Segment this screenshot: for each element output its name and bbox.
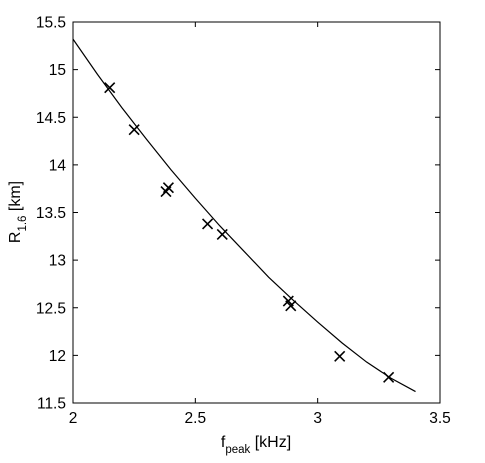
y-axis-label-sub: 1.6 [17,216,29,232]
x-axis-label: fpeak [kHz] [221,434,291,456]
tick-labels: 2 2.5 3 3.5 11.5 12 12.5 13 13.5 14 14.5 15 15.5 [36,15,451,428]
y-axis-label-base: R [7,232,24,244]
y-axis-label-unit: [km] [7,181,24,216]
y-tick-label: 13 [49,253,66,270]
y-tick-label: 14 [49,157,67,174]
axis-ticks [72,21,441,404]
x-tick-label: 2.5 [185,410,207,427]
y-tick-label: 11.5 [37,396,66,413]
data-point-marker [216,228,228,240]
x-tick-label: 3 [313,410,322,427]
data-point-marker [383,371,395,383]
data-markers [104,82,395,383]
x-axis-label-sub: peak [225,444,250,456]
y-tick-label: 15 [49,62,66,79]
y-tick-label: 14.5 [36,110,66,127]
data-point-marker [128,124,140,136]
data-point-marker [162,182,174,194]
data-point-marker [285,300,297,312]
x-axis-label-base: f [221,434,226,451]
y-tick-label: 12 [49,348,66,365]
data-point-marker [202,218,214,230]
x-tick-label: 3.5 [429,410,451,427]
y-tick-label: 13.5 [36,205,66,222]
y-tick-label: 12.5 [36,300,66,317]
plot-area-frame [72,21,441,404]
fit-curve [72,38,416,393]
x-axis-label-unit: [kHz] [250,434,291,451]
data-point-marker [334,350,346,362]
y-axis-label: R1.6 [km] [7,181,29,243]
x-tick-label: 2 [69,410,78,427]
data-point-marker [104,82,116,94]
y-tick-label: 15.5 [36,15,66,32]
